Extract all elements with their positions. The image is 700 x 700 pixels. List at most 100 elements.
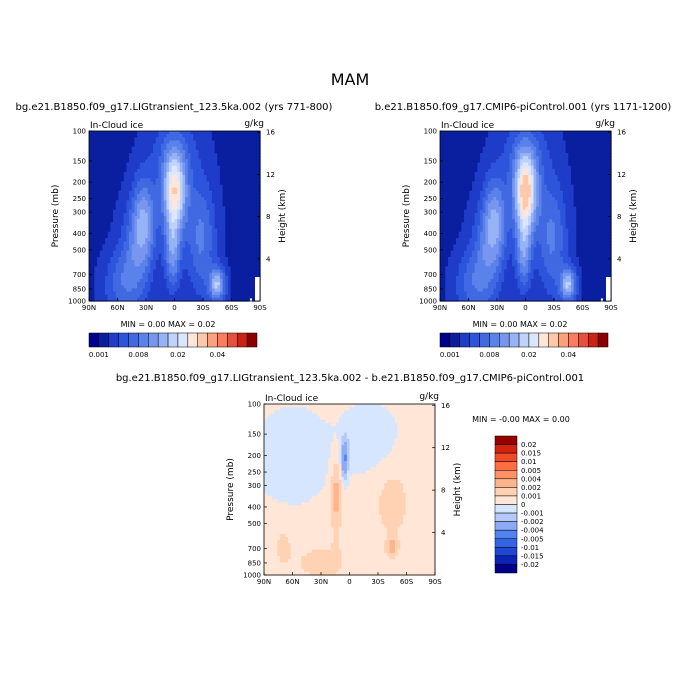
contour-cell: [102, 225, 106, 230]
contour-cell: [107, 162, 111, 167]
contour-cell: [458, 228, 462, 233]
contour-cell: [219, 178, 224, 182]
contour-cell: [501, 184, 505, 189]
contour-cell: [89, 193, 93, 198]
contour-cell: [206, 282, 210, 286]
contour-cell: [448, 146, 452, 151]
contour-cell: [219, 216, 224, 220]
contour-cell: [241, 278, 245, 283]
contour-cell: [118, 275, 122, 280]
contour-cell: [233, 297, 237, 302]
contour-cell: [214, 288, 218, 293]
contour-cell: [211, 275, 216, 280]
contour-cell: [166, 206, 170, 211]
contour-cell: [129, 260, 133, 264]
contour-cell: [509, 134, 513, 138]
contour-cell: [477, 187, 481, 192]
contour-cell: [442, 137, 446, 142]
contour-cell: [456, 181, 460, 186]
contour-cell: [209, 253, 213, 258]
contour-cell: [123, 275, 127, 280]
contour-cell: [147, 206, 152, 211]
contour-cell: [206, 291, 210, 296]
contour-cell: [458, 234, 462, 239]
contour-cell: [182, 291, 186, 296]
contour-cell: [490, 165, 495, 170]
contour-cell: [118, 181, 122, 186]
contour-cell: [246, 260, 250, 264]
contour-cell: [209, 250, 213, 255]
contour-cell: [254, 168, 258, 173]
contour-cell: [249, 288, 253, 293]
contour-cell: [222, 244, 226, 249]
contour-cell: [235, 159, 240, 164]
contour-cell: [195, 247, 200, 252]
contour-cell: [496, 206, 500, 211]
contour-cell: [496, 197, 500, 201]
contour-cell: [464, 285, 468, 290]
contour-cell: [506, 260, 511, 264]
contour-cell: [488, 187, 492, 192]
contour-cell: [217, 156, 221, 160]
contour-cell: [472, 197, 476, 201]
contour-cell: [185, 241, 189, 245]
contour-cell: [243, 143, 248, 148]
contour-cell: [134, 231, 138, 236]
contour-cell: [251, 175, 256, 179]
contour-cell: [509, 131, 513, 135]
contour-cell: [185, 165, 189, 170]
contour-cell: [203, 140, 208, 145]
contour-cell: [472, 171, 476, 176]
contour-cell: [501, 134, 505, 138]
contour-cell: [482, 193, 487, 198]
contour-cell: [219, 162, 224, 167]
units-label: g/kg: [244, 119, 264, 129]
contour-cell: [169, 266, 173, 271]
contour-cell: [137, 266, 141, 271]
contour-cell: [241, 175, 245, 179]
contour-cell: [477, 206, 481, 211]
contour-cell: [134, 241, 138, 245]
contour-cell: [126, 234, 130, 239]
contour-cell: [110, 291, 114, 296]
contour-cell: [504, 228, 508, 233]
contour-cell: [110, 269, 114, 274]
contour-cell: [488, 285, 492, 290]
contour-cell: [187, 241, 192, 245]
contour-cell: [171, 294, 176, 299]
contour-cell: [190, 266, 194, 271]
contour-cell: [198, 291, 202, 296]
contour-cell: [158, 212, 162, 217]
contour-cell: [89, 156, 93, 160]
contour-cell: [249, 165, 253, 170]
contour-cell: [496, 143, 500, 148]
contour-cell: [203, 149, 208, 154]
contour-cell: [474, 131, 478, 135]
contour-cell: [169, 241, 173, 245]
contour-cell: [453, 234, 457, 239]
contour-cell: [150, 272, 154, 277]
contour-cell: [241, 203, 245, 208]
contour-cell: [169, 200, 173, 205]
contour-cell: [225, 250, 229, 255]
contour-cell: [209, 219, 213, 223]
contour-cell: [145, 234, 149, 239]
contour-cell: [174, 203, 178, 208]
contour-cell: [469, 200, 473, 205]
contour-cell: [241, 282, 245, 286]
contour-cell: [450, 200, 454, 205]
contour-cell: [209, 272, 213, 277]
contour-cell: [118, 212, 122, 217]
contour-cell: [118, 294, 122, 299]
contour-cell: [472, 253, 476, 258]
contour-cell: [504, 137, 508, 142]
contour-cell: [131, 165, 136, 170]
contour-cell: [126, 288, 130, 293]
contour-cell: [448, 168, 452, 173]
contour-cell: [91, 184, 95, 189]
contour-cell: [219, 203, 224, 208]
contour-cell: [458, 219, 462, 223]
contour-cell: [227, 247, 232, 252]
contour-cell: [131, 269, 136, 274]
contour-cell: [453, 256, 457, 261]
